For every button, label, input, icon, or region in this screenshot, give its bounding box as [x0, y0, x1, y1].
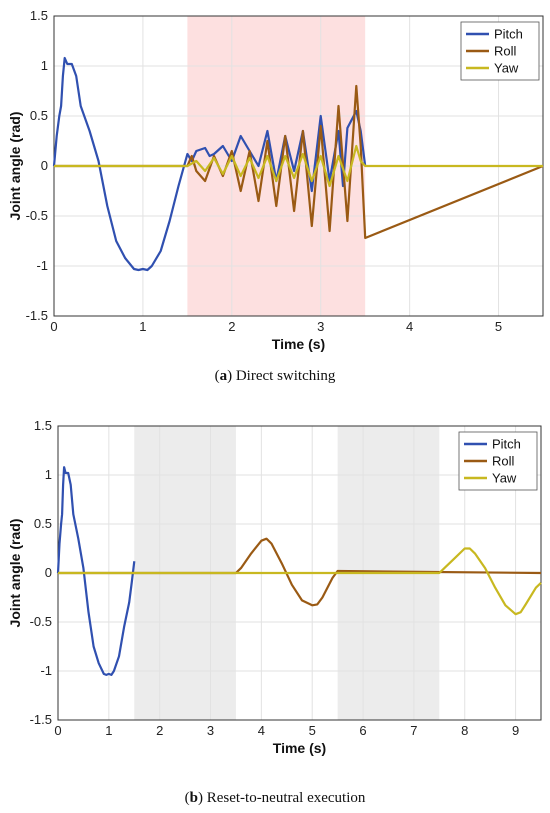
- y-tick-label: 1.5: [30, 8, 48, 23]
- legend-label-pitch: Pitch: [492, 437, 521, 452]
- y-tick-label: -1: [36, 258, 48, 273]
- caption-b: (b) Reset-to-neutral execution: [184, 790, 366, 806]
- x-tick-label: 2: [228, 319, 235, 334]
- y-tick-label: -1.5: [26, 308, 48, 323]
- x-tick-label: 1: [139, 319, 146, 334]
- x-tick-label: 0: [54, 723, 61, 738]
- y-tick-label: 1: [45, 467, 52, 482]
- x-tick-label: 5: [309, 723, 316, 738]
- y-tick-label: -0.5: [30, 614, 52, 629]
- x-tick-label: 8: [461, 723, 468, 738]
- y-tick-label: 0: [41, 158, 48, 173]
- y-tick-label: 0.5: [34, 516, 52, 531]
- y-tick-label: 1.5: [34, 418, 52, 433]
- x-tick-label: 9: [512, 723, 519, 738]
- x-tick-label: 3: [207, 723, 214, 738]
- chart-direct-switching: 0 1 2 3 4 5 -1.5 -1 -0.5 0 0.5 1 1.5 Time (s) Joint an…: [7, 8, 544, 352]
- x-tick-label: 3: [317, 319, 324, 334]
- legend-label-yaw: Yaw: [492, 471, 517, 486]
- x-axis-label: Time (s): [272, 336, 325, 352]
- x-axis-label: Time (s): [273, 740, 326, 756]
- y-tick-label: 1: [41, 58, 48, 73]
- y-axis-label: Joint angle (rad): [7, 519, 23, 628]
- series-line-pitch: [56, 466, 136, 676]
- y-tick-label: -1.5: [30, 712, 52, 727]
- y-axis-label: Joint angle (rad): [7, 112, 23, 221]
- x-tick-label: 7: [410, 723, 417, 738]
- x-tick-label: 0: [50, 319, 57, 334]
- legend-label-yaw: Yaw: [494, 61, 519, 76]
- chart-reset-to-neutral: 0 1 2 3 4 5 6 7 8 9 -1.5 -1 -0.5 0 0.5 1 1.5 Time (s) Join…: [7, 418, 542, 756]
- legend-label-pitch: Pitch: [494, 27, 523, 42]
- y-tick-label: 0: [45, 565, 52, 580]
- series-line-yaw: [58, 547, 542, 616]
- y-tick-label: -0.5: [26, 208, 48, 223]
- x-tick-label: 1: [105, 723, 112, 738]
- x-tick-label: 2: [156, 723, 163, 738]
- x-tick-label: 6: [359, 723, 366, 738]
- x-tick-label: 4: [406, 319, 413, 334]
- series-line-yaw: [54, 144, 543, 188]
- x-tick-label: 5: [495, 319, 502, 334]
- y-tick-label: -1: [40, 663, 52, 678]
- legend-label-roll: Roll: [494, 44, 517, 59]
- caption-a: (a) Direct switching: [214, 368, 336, 384]
- series-line-roll: [54, 84, 544, 240]
- y-tick-label: 0.5: [30, 108, 48, 123]
- x-tick-label: 4: [258, 723, 265, 738]
- legend-label-roll: Roll: [492, 454, 515, 469]
